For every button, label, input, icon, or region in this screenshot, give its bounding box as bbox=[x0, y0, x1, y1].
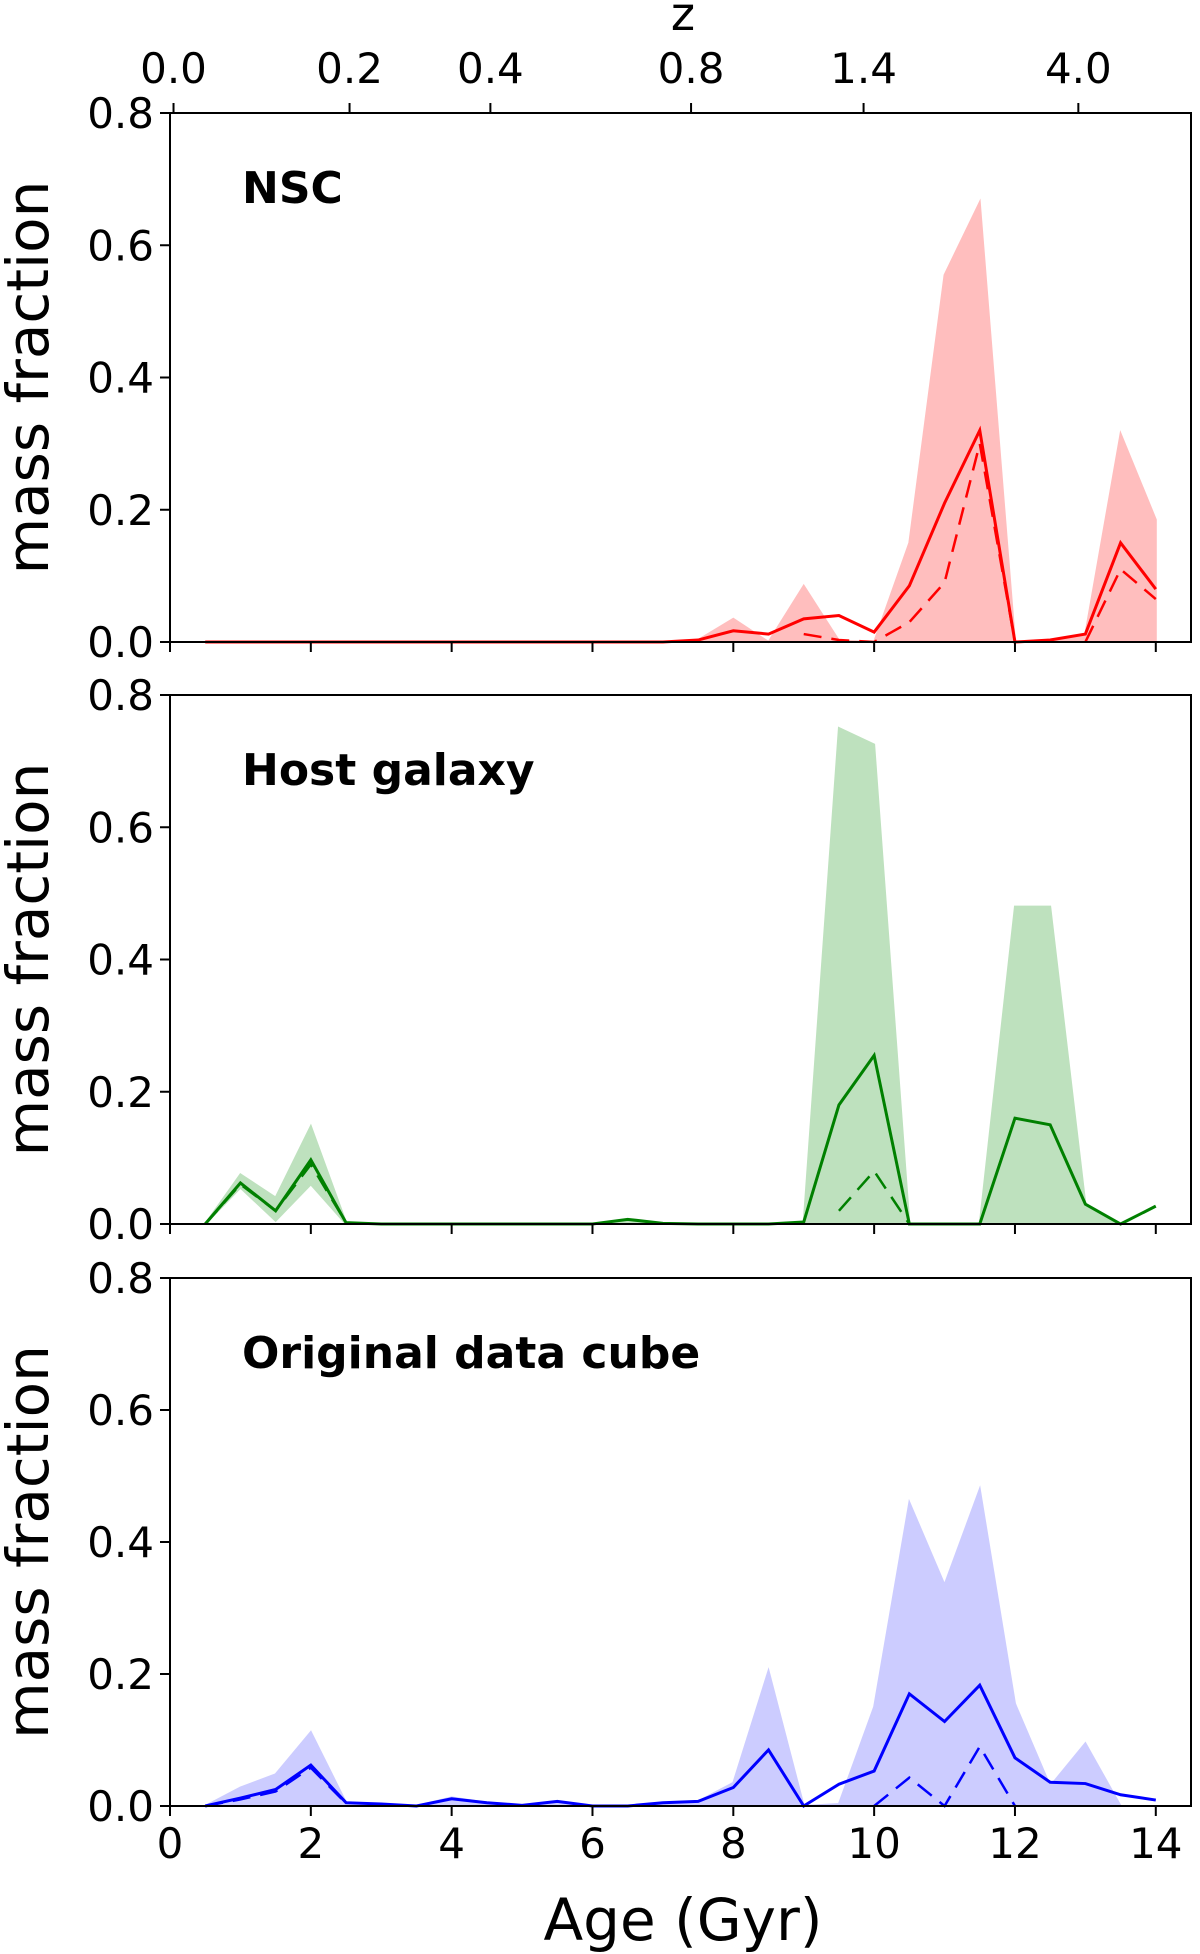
y-tick-label: 0.4 bbox=[87, 936, 154, 985]
top-axis-tick-label: 0.8 bbox=[658, 44, 725, 93]
uncertainty-band bbox=[205, 198, 1157, 644]
y-tick-label: 0.2 bbox=[87, 1650, 154, 1699]
top-axis-tick-label: 4.0 bbox=[1045, 44, 1112, 93]
top-axis-tick-label: 1.4 bbox=[830, 44, 897, 93]
panel-title: NSC bbox=[242, 163, 343, 214]
x-tick-label: 12 bbox=[988, 1819, 1041, 1868]
y-tick-label: 0.4 bbox=[87, 354, 154, 403]
y-tick-label: 0.8 bbox=[87, 1254, 154, 1303]
uncertainty-band bbox=[204, 726, 1156, 1225]
y-axis-label: mass fraction bbox=[0, 1345, 62, 1739]
panel-title: Host galaxy bbox=[242, 745, 535, 796]
y-axis-label: mass fraction bbox=[0, 763, 62, 1157]
x-axis-label: Age (Gyr) bbox=[544, 1886, 823, 1954]
panel-1: 0.0 0.2 0.4 0.6 0.8 mass fraction Host galaxy bbox=[0, 671, 1192, 1249]
top-axis-tick-label: 0.4 bbox=[457, 44, 524, 93]
panel-title: Original data cube bbox=[242, 1328, 700, 1379]
y-tick-label: 0.4 bbox=[87, 1518, 154, 1567]
dashed-series-line bbox=[803, 443, 1157, 644]
x-tick-label: 4 bbox=[438, 1819, 465, 1868]
y-tick-label: 0.2 bbox=[87, 1068, 154, 1117]
y-axis-label: mass fraction bbox=[0, 181, 62, 575]
y-tick-label: 0.6 bbox=[87, 221, 154, 270]
panel-0: 0.0 0.2 0.4 0.6 0.8 mass fraction NSC 0.0 0.2 0.4… bbox=[0, 44, 1192, 667]
y-tick-label: 0.8 bbox=[87, 671, 154, 720]
top-axis-label: z bbox=[671, 0, 695, 41]
y-tick-label: 0.0 bbox=[87, 1782, 154, 1831]
y-tick-label: 0.2 bbox=[87, 486, 154, 535]
x-tick-label: 14 bbox=[1129, 1819, 1182, 1868]
y-tick-label: 0.0 bbox=[87, 618, 154, 667]
panel-2: 0.0 0.2 0.4 0.6 0.8 0 2 4 6 8 10 12 14 mass fraction O… bbox=[0, 1254, 1192, 1868]
x-tick-label: 8 bbox=[720, 1819, 747, 1868]
solid-series-line bbox=[204, 1682, 1157, 1809]
x-tick-label: 6 bbox=[579, 1819, 606, 1868]
y-tick-label: 0.0 bbox=[87, 1200, 154, 1249]
x-tick-label: 0 bbox=[157, 1819, 184, 1868]
y-tick-label: 0.6 bbox=[87, 803, 154, 852]
x-tick-label: 2 bbox=[297, 1819, 324, 1868]
x-tick-label: 10 bbox=[847, 1819, 900, 1868]
top-axis-tick-label: 0.0 bbox=[140, 44, 207, 93]
y-tick-label: 0.8 bbox=[87, 89, 154, 138]
top-axis-tick-label: 0.2 bbox=[316, 44, 383, 93]
y-tick-label: 0.6 bbox=[87, 1386, 154, 1435]
uncertainty-band bbox=[204, 1485, 1156, 1808]
